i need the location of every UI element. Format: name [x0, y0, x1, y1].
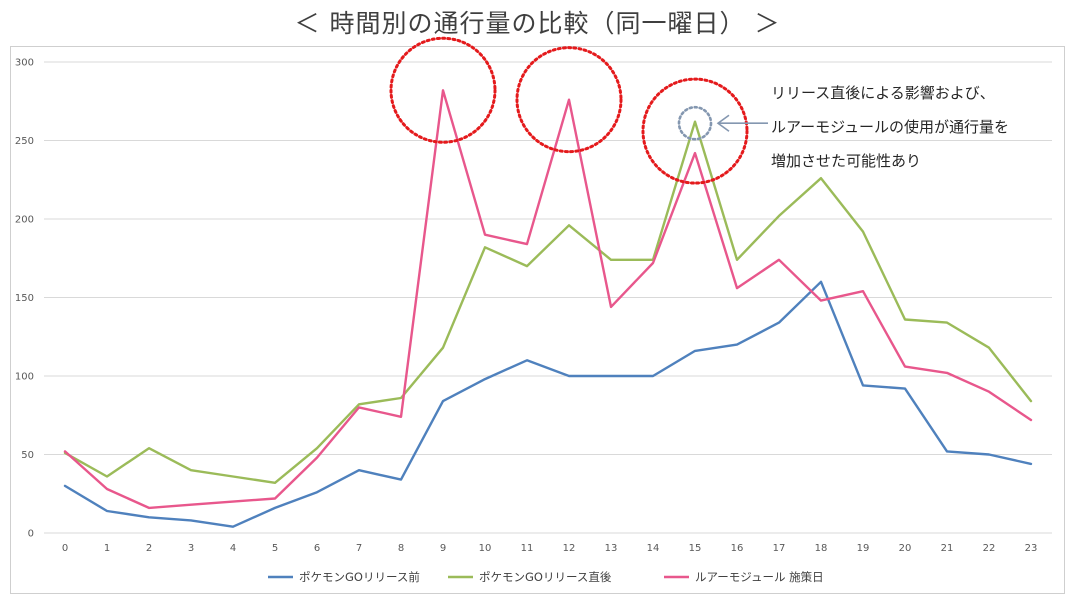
- highlight-circles: [389, 36, 749, 185]
- x-tick-label: 1: [104, 543, 110, 554]
- highlight-circle: [515, 46, 623, 154]
- series-line-1: [63, 280, 1033, 528]
- focus-circle: [677, 105, 713, 141]
- x-axis-ticks: 0 1 2 3 4 5 6 7 8 9 10 11 12 13 14 15 16 17 18 19 20 21 22 23: [62, 543, 1038, 554]
- y-tick-label: 0: [28, 529, 34, 540]
- chart-frame: [10, 46, 1065, 594]
- x-tick-label: 11: [521, 543, 534, 554]
- x-tick-label: 7: [356, 543, 362, 554]
- x-tick-label: 23: [1025, 543, 1038, 554]
- highlight-circle: [641, 77, 749, 185]
- y-tick-label: 50: [21, 450, 34, 461]
- x-tick-label: 22: [983, 543, 996, 554]
- x-tick-label: 15: [689, 543, 702, 554]
- x-tick-label: 6: [314, 543, 320, 554]
- y-axis-ticks: 0 50 100 150 200 250 300: [15, 58, 34, 540]
- y-tick-label: 150: [15, 293, 34, 304]
- x-tick-label: 20: [899, 543, 912, 554]
- y-tick-label: 300: [15, 58, 34, 69]
- x-tick-label: 21: [941, 543, 954, 554]
- x-tick-label: 13: [605, 543, 618, 554]
- highlight-circle: [389, 36, 497, 144]
- annotation: リリース直後による影響および、ルアーモジュールの使用が通行量を増加させた可能性あ…: [716, 84, 1009, 170]
- y-tick-label: 100: [15, 372, 34, 383]
- legend-label: ポケモンGOリリース直後: [479, 570, 612, 584]
- annotation-line: ルアーモジュールの使用が通行量を: [771, 118, 1009, 136]
- legend-label: ポケモンGOリリース前: [299, 570, 420, 584]
- page-title: ＜ 時間別の通行量の比較（同一曜日） ＞: [294, 9, 781, 38]
- x-tick-label: 16: [731, 543, 744, 554]
- x-tick-label: 3: [188, 543, 194, 554]
- x-tick-label: 18: [815, 543, 828, 554]
- x-tick-label: 9: [440, 543, 446, 554]
- x-tick-label: 0: [62, 543, 68, 554]
- series-line-3: [63, 89, 1033, 510]
- series-lines: [63, 89, 1033, 528]
- x-tick-label: 12: [563, 543, 576, 554]
- legend-label: ルアーモジュール 施策日: [695, 570, 824, 584]
- x-tick-label: 8: [398, 543, 404, 554]
- gridlines: [44, 61, 1052, 534]
- x-tick-label: 2: [146, 543, 152, 554]
- legend: ポケモンGOリリース前 ポケモンGOリリース直後 ルアーモジュール 施策日: [268, 570, 824, 584]
- annotation-line: 増加させた可能性あり: [771, 152, 921, 170]
- series-line-2: [63, 120, 1033, 484]
- annotation-arrowhead: [716, 114, 730, 132]
- x-tick-label: 17: [773, 543, 786, 554]
- x-tick-label: 19: [857, 543, 870, 554]
- x-tick-label: 14: [647, 543, 660, 554]
- x-tick-label: 10: [479, 543, 492, 554]
- x-tick-label: 5: [272, 543, 278, 554]
- annotation-line: リリース直後による影響および、: [771, 84, 995, 102]
- x-tick-label: 4: [230, 543, 236, 554]
- y-tick-label: 200: [15, 215, 34, 226]
- y-tick-label: 250: [15, 136, 34, 147]
